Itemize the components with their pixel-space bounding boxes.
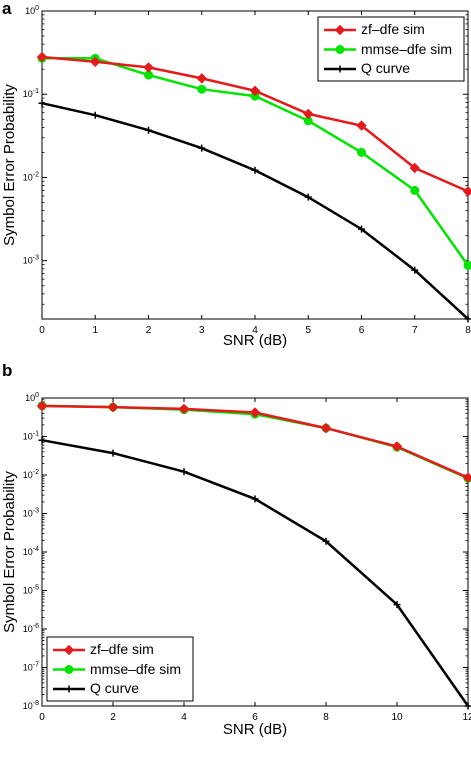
- b-q-curve-data-point: [180, 468, 188, 476]
- a-zf-dfe-data-point: [90, 56, 101, 68]
- a-zf-dfe-data-point: [303, 108, 314, 120]
- a-q-curve-data-point: [304, 193, 312, 201]
- a-zf-dfe-data-point: [409, 162, 420, 174]
- b-y-tick-label: 10-4: [23, 546, 39, 557]
- a-mmse-dfe-data-point: [357, 147, 366, 157]
- b-q-curve-data-point: [109, 449, 117, 457]
- a-x-tick-label: 1: [92, 325, 98, 336]
- a-q-curve-data-point: [198, 144, 206, 152]
- b-y-tick-label: 100: [25, 392, 39, 403]
- a-x-tick-label: 6: [359, 325, 365, 336]
- b-y-tick-label: 10-7: [23, 662, 39, 673]
- b-legend-marker-q-curve: [65, 685, 73, 693]
- a-zf-dfe-data-point: [143, 62, 154, 73]
- b-zf-dfe-data-point: [320, 422, 332, 434]
- a-x-tick-label: 3: [199, 325, 205, 336]
- b-y-tick-label: 10-1: [23, 431, 39, 442]
- b-x-tick-label: 0: [39, 712, 45, 723]
- panel-a-legend-swatches: [324, 24, 356, 73]
- panel-a-legend-label-q: Q curve: [361, 60, 410, 76]
- b-y-tick-label: 10-3: [23, 508, 39, 519]
- b-x-tick-label: 6: [252, 712, 258, 723]
- panel-b-legend-label-mmse: mmse–dfe sim: [90, 661, 181, 677]
- panel-a-legend-label-mmse: mmse–dfe sim: [361, 41, 452, 57]
- b-legend-marker-mmse-dfe: [64, 665, 74, 674]
- panel-b-x-axis-label: SNR (dB): [223, 721, 287, 738]
- a-mmse-dfe-data-point: [410, 185, 420, 195]
- panel-b-legend-label-zf: zf–dfe sim: [90, 641, 154, 657]
- a-x-tick-label: 0: [39, 325, 45, 336]
- b-y-tick-label: 10-8: [23, 700, 39, 711]
- a-x-tick-label: 4: [252, 325, 258, 336]
- a-x-tick-label: 7: [412, 325, 418, 336]
- a-zf-dfe-data-point: [356, 120, 367, 131]
- a-mmse-dfe-data-point: [197, 84, 207, 94]
- panel-b-ticks: 0 2 4 6 8 10 12 100 10-1 10-2 10-3 10-4 10-5 10-6 10-7…: [23, 392, 471, 723]
- b-y-tick-label: 10-6: [23, 623, 39, 634]
- b-zf-dfe-data-point: [107, 401, 119, 413]
- panel-a-y-axis-label: Symbol Error Probability: [1, 84, 18, 246]
- a-mmse-dfe-data-point: [463, 260, 471, 270]
- a-zf-dfe-data-point: [36, 51, 48, 63]
- panel-a-legend-label-zf: zf–dfe sim: [361, 21, 425, 37]
- b-x-tick-label: 4: [181, 712, 187, 723]
- b-x-tick-label: 10: [391, 712, 403, 723]
- a-legend-marker-q-curve: [336, 65, 344, 73]
- b-q-curve-data-point: [464, 702, 471, 710]
- b-q-curve-data-point: [38, 436, 46, 444]
- a-legend-marker-mmse-dfe: [335, 45, 345, 54]
- panel-a-x-axis-label: SNR (dB): [223, 332, 287, 349]
- b-zf-dfe-data-point: [462, 472, 471, 483]
- a-legend-marker-zf-dfe: [334, 24, 346, 36]
- b-x-tick-label: 8: [323, 712, 329, 723]
- panel-a-legend: zf–dfe sim mmse–dfe sim Q curve: [317, 16, 465, 82]
- a-q-curve-data-point: [91, 111, 99, 119]
- panel-a-ticks: 0 1 2 3 4 5 6 7 8 100 10-1 10-2 10-3: [23, 5, 471, 336]
- b-y-tick-label: 10-5: [23, 585, 39, 596]
- a-zf-dfe-data-point: [196, 73, 207, 84]
- a-y-tick-label: 10-3: [23, 255, 39, 266]
- a-zf-dfe-data-point: [462, 186, 471, 197]
- panel-a-series-layer: [36, 51, 471, 323]
- b-q-curve-data-point: [251, 495, 259, 503]
- b-legend-marker-zf-dfe: [63, 644, 75, 656]
- a-q-curve-data-point: [464, 315, 471, 323]
- panel-b-legend: zf–dfe sim mmse–dfe sim Q curve: [46, 636, 194, 702]
- a-q-curve-data-point: [251, 166, 259, 174]
- b-x-tick-label: 12: [462, 712, 471, 723]
- b-zf-dfe-data-point: [391, 441, 403, 452]
- panel-b-label: b: [2, 361, 12, 380]
- b-q-curve-data-point: [393, 601, 401, 609]
- a-x-tick-label: 2: [146, 325, 152, 336]
- b-zf-dfe-data-point: [178, 403, 190, 415]
- a-q-curve-data-point: [358, 225, 365, 233]
- panel-a-chart: a 0 1 2 3 4 5 6 7 8 100 10-1 10-2 10-3 SNR (dB) Symb…: [1, 0, 471, 349]
- panel-b-chart: b 0 2 4 6 8 10 12 100 10-1 10-2 10-3 10-4 10-5 10-6 10…: [1, 361, 471, 738]
- a-y-tick-label: 10-1: [23, 88, 39, 99]
- a-q-curve-data-point: [411, 266, 419, 274]
- panel-a-label: a: [2, 0, 12, 18]
- a-y-tick-label: 100: [25, 5, 39, 16]
- a-q-curve-data-point: [38, 99, 46, 107]
- b-zf-dfe-data-point: [36, 400, 48, 412]
- a-x-tick-label: 8: [465, 325, 471, 336]
- panel-b-y-axis-label: Symbol Error Probability: [1, 471, 18, 633]
- b-q-curve-data-point: [322, 537, 330, 545]
- b-x-tick-label: 2: [110, 712, 116, 723]
- a-q-curve-series-line: [41, 101, 469, 320]
- b-y-tick-label: 10-2: [23, 469, 39, 480]
- a-x-tick-label: 5: [305, 325, 311, 336]
- b-zf-dfe-data-point: [249, 407, 261, 418]
- a-q-curve-data-point: [145, 126, 152, 134]
- panel-b-series-layer: [36, 400, 471, 710]
- a-zf-dfe-data-point: [249, 85, 261, 97]
- a-y-tick-label: 10-2: [23, 171, 39, 182]
- panel-b-legend-label-q: Q curve: [90, 680, 139, 696]
- panel-b-legend-swatches: [53, 644, 85, 693]
